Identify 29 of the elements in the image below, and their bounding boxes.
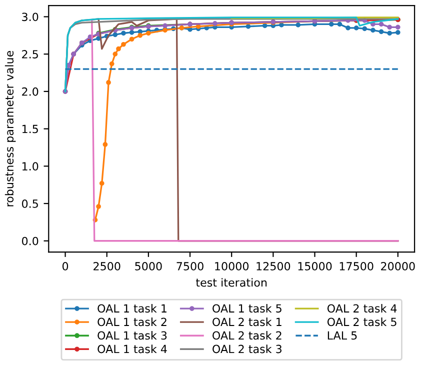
x-tick-label: 7500 — [176, 262, 204, 270]
y-tick-label: 2.5 — [22, 50, 38, 58]
y-tick-label: 0.5 — [22, 199, 38, 208]
y-tick-label: 3.0 — [22, 12, 38, 22]
legend-label: OAL 2 task 2 — [212, 331, 282, 340]
x-tick-label: 10000 — [215, 262, 249, 270]
legend-label: LAL 5 — [328, 331, 357, 340]
legend-label: OAL 1 task 3 — [98, 331, 167, 340]
x-tick-label: 0 — [62, 262, 68, 270]
legend-label: OAL 1 task 4 — [98, 344, 167, 354]
legend-label: OAL 2 task 1 — [212, 318, 282, 326]
x-tick-label: 20000 — [381, 262, 415, 270]
x-tick-label: 12500 — [256, 262, 290, 270]
legend-label: OAL 1 task 5 — [212, 304, 282, 313]
y-axis-title: robustness parameter value — [4, 50, 16, 206]
legend-label: OAL 1 task 1 — [98, 304, 166, 313]
legend-label: OAL 1 task 2 — [98, 318, 166, 326]
y-tick-label: 0.0 — [22, 236, 38, 246]
y-tick-label: 2.0 — [22, 87, 38, 96]
x-axis-title: test iteration — [196, 278, 267, 287]
legend-label: OAL 2 task 4 — [327, 304, 397, 313]
y-tick-label: 1.0 — [22, 162, 38, 171]
legend-label: OAL 2 task 5 — [327, 318, 396, 326]
x-tick-label: 2500 — [94, 262, 120, 270]
y-tick-label: 1.5 — [22, 124, 38, 134]
x-tick-label: 15000 — [298, 262, 332, 270]
x-tick-label: 17500 — [340, 262, 374, 270]
legend-label: OAL 2 task 3 — [212, 344, 282, 354]
x-tick-label: 5000 — [135, 262, 162, 270]
